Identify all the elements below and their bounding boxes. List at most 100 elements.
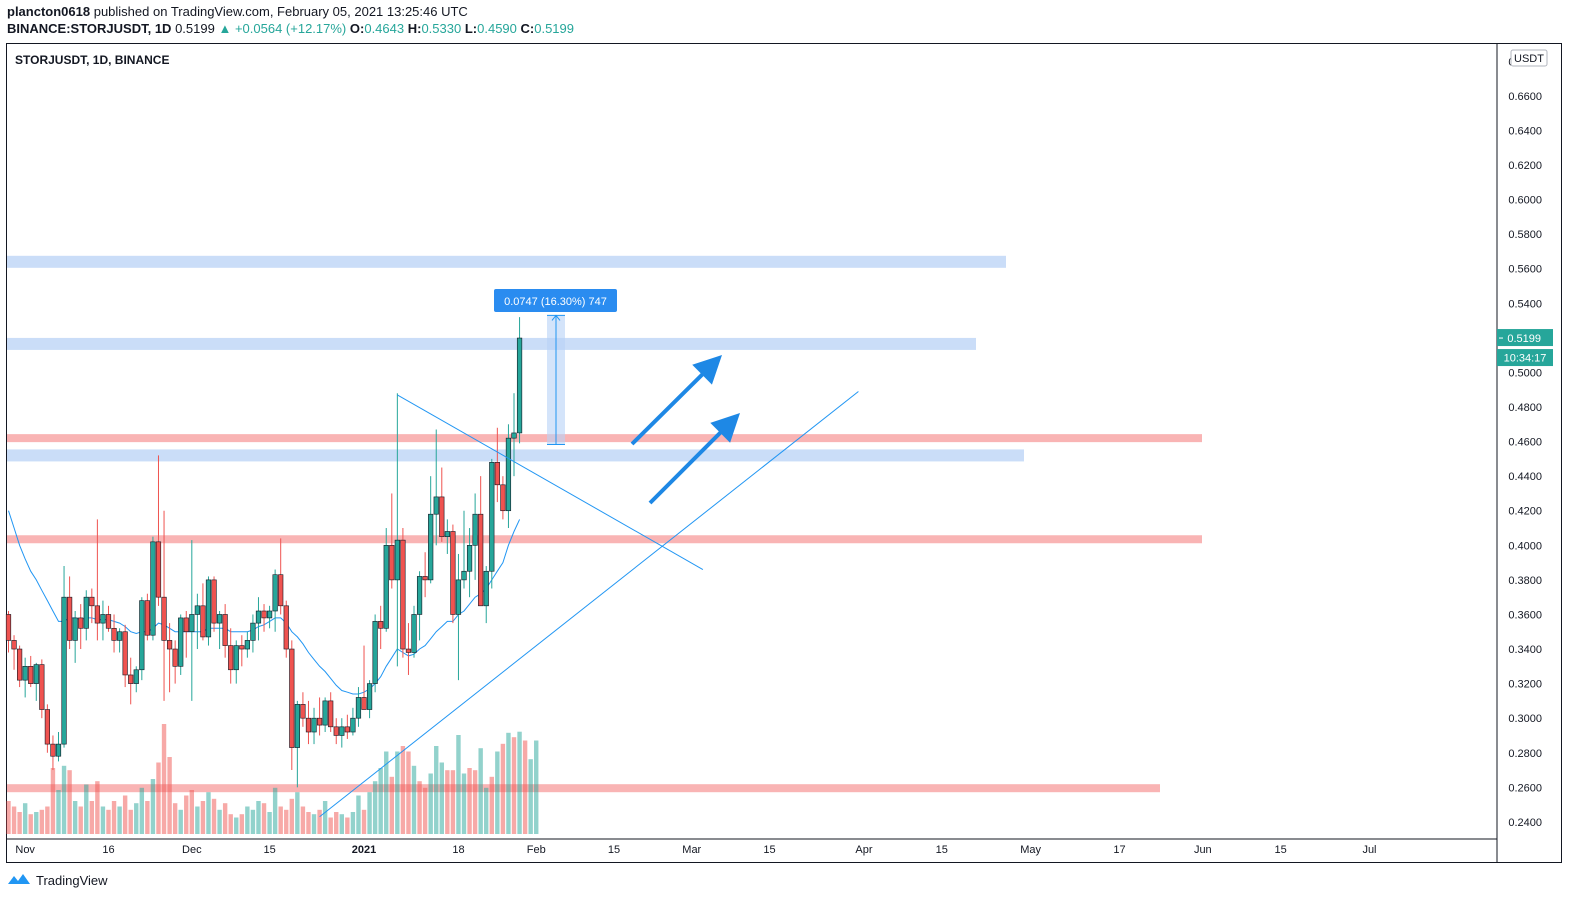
candle-body — [422, 576, 428, 581]
candle-body — [316, 717, 323, 726]
volume-bar — [6, 801, 11, 834]
candle — [294, 700, 300, 788]
candle — [322, 697, 328, 733]
candle — [166, 623, 173, 693]
candle-body — [339, 726, 345, 736]
volume-bar — [39, 809, 45, 834]
volume-bar — [172, 803, 178, 834]
volume-bar — [411, 765, 417, 834]
candle-body — [361, 697, 367, 710]
candle — [494, 427, 500, 503]
candle-body — [289, 648, 295, 748]
candle-body — [166, 640, 173, 650]
volume-bar — [72, 801, 78, 834]
price-tick: 0.4800 — [1508, 402, 1542, 414]
candle-body — [355, 697, 362, 719]
candle — [444, 519, 450, 554]
candle — [28, 655, 34, 688]
candle-body — [11, 640, 17, 650]
volume-bar — [317, 809, 322, 834]
volume-bar — [339, 814, 344, 834]
candle — [72, 611, 78, 663]
price-tick: 0.5800 — [1508, 229, 1542, 241]
price-tick: 0.5000 — [1508, 367, 1542, 379]
volume-bar — [300, 806, 306, 834]
upward-arrow-icon — [648, 413, 740, 505]
volume-bar — [34, 812, 39, 834]
candle — [211, 576, 217, 632]
volume-bar — [95, 781, 100, 834]
volume-bar — [17, 812, 22, 834]
candle-body — [328, 700, 334, 728]
volume-bar — [206, 792, 211, 834]
volume-bar — [117, 806, 122, 834]
volume-bar — [28, 814, 33, 834]
candle-body — [428, 513, 434, 581]
volume-bar — [278, 806, 283, 834]
time-tick: Apr — [855, 844, 872, 856]
volume-bar — [184, 795, 189, 834]
candle — [144, 593, 150, 641]
resistance-zone — [7, 449, 1024, 462]
candle-body — [444, 531, 450, 537]
candle-body — [350, 717, 356, 733]
candle-body — [472, 513, 478, 546]
candle — [339, 718, 345, 748]
candle — [455, 553, 462, 681]
candle-body — [205, 579, 212, 638]
volume-bar — [389, 776, 394, 834]
price-tick: 0.2600 — [1508, 782, 1542, 794]
chart-title: STORJUSDT, 1D, BINANCE — [15, 53, 170, 67]
candle — [250, 614, 256, 653]
candle-body — [372, 621, 378, 684]
volume-bar — [406, 751, 411, 834]
candle-body — [278, 574, 284, 607]
volume-bar — [400, 746, 406, 834]
volume-bar — [134, 803, 139, 834]
volume-bar — [345, 817, 350, 834]
footer-brand[interactable]: TradingView — [6, 872, 108, 888]
candle — [205, 576, 212, 646]
candle — [466, 528, 473, 598]
price-tick: 0.5400 — [1508, 298, 1542, 310]
volume-bar — [367, 792, 372, 834]
candle — [122, 624, 128, 688]
volume-bar — [50, 768, 56, 834]
volume-bar — [495, 751, 500, 834]
volume-bar — [417, 781, 422, 834]
price-tick: 0.6000 — [1508, 195, 1542, 207]
candle-body — [5, 614, 12, 641]
time-tick: Dec — [182, 844, 202, 856]
volume-bar — [311, 814, 317, 834]
candle — [300, 692, 306, 727]
price-tick: 0.3800 — [1508, 575, 1542, 587]
candle — [255, 597, 262, 641]
volume-bar — [111, 801, 117, 834]
candle-body — [105, 614, 112, 629]
volume-bar — [472, 770, 478, 834]
candle-body — [94, 605, 100, 624]
volume-bar — [384, 751, 389, 834]
candle-body — [344, 726, 350, 733]
volume-bar — [489, 776, 494, 834]
time-tick: 17 — [1113, 844, 1125, 856]
candle-body — [233, 645, 239, 671]
candle-body — [133, 669, 139, 684]
volume-bar — [456, 735, 461, 834]
author-name[interactable]: plancton0618 — [7, 4, 91, 19]
chart-frame[interactable] — [6, 43, 1562, 863]
candle — [283, 600, 289, 658]
upward-arrow-icon — [630, 355, 722, 446]
price-tick: 0.3600 — [1508, 609, 1542, 621]
candle-body — [439, 496, 445, 537]
candle — [394, 393, 400, 667]
candle-body — [478, 513, 484, 607]
candle — [389, 493, 395, 589]
candle — [200, 583, 206, 641]
candle — [289, 640, 295, 771]
candle — [378, 605, 384, 650]
volume-bar — [295, 792, 300, 834]
candle-body — [322, 700, 328, 726]
candle — [483, 566, 489, 624]
